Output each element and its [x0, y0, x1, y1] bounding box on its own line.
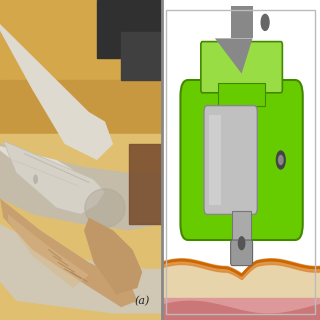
FancyBboxPatch shape — [204, 106, 257, 214]
Circle shape — [276, 151, 285, 169]
Polygon shape — [0, 224, 162, 314]
Bar — [218, 83, 265, 106]
Bar — [121, 32, 162, 80]
Polygon shape — [0, 16, 113, 160]
Bar — [129, 144, 162, 224]
Polygon shape — [8, 214, 89, 288]
Bar — [209, 115, 221, 205]
Bar — [231, 6, 252, 38]
Polygon shape — [84, 218, 142, 294]
Bar — [232, 211, 251, 250]
Polygon shape — [0, 144, 81, 205]
Polygon shape — [0, 144, 162, 230]
FancyBboxPatch shape — [231, 240, 252, 266]
Polygon shape — [3, 141, 105, 214]
Bar — [0, 80, 162, 144]
FancyBboxPatch shape — [201, 42, 282, 93]
Bar — [0, 134, 162, 320]
Circle shape — [238, 237, 245, 250]
Bar — [97, 0, 162, 58]
Ellipse shape — [85, 189, 125, 227]
Circle shape — [261, 14, 269, 30]
Circle shape — [279, 156, 283, 164]
Polygon shape — [0, 198, 137, 307]
Text: (a): (a) — [134, 296, 150, 306]
Polygon shape — [215, 38, 252, 74]
FancyBboxPatch shape — [180, 80, 303, 240]
Bar — [0, 0, 162, 90]
Circle shape — [33, 174, 38, 184]
